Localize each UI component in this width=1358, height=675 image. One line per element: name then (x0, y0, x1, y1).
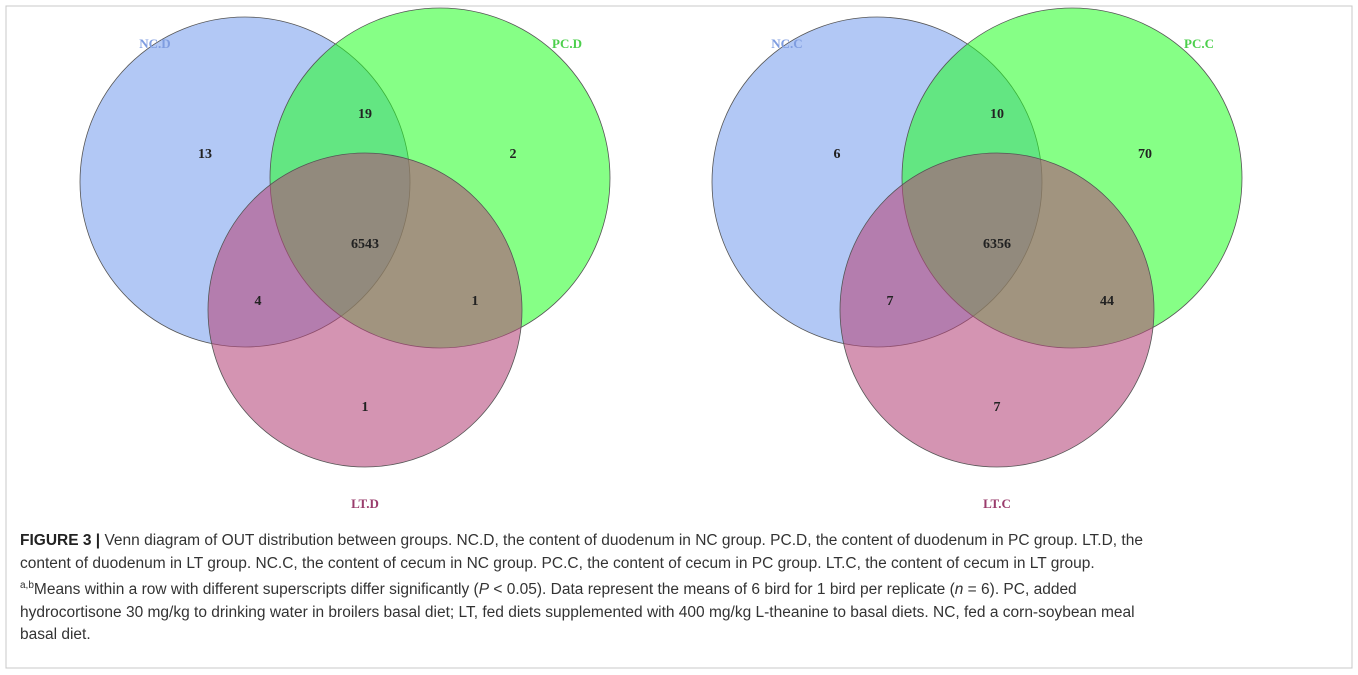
caption-text: Means within a row with different supers… (33, 581, 479, 599)
venn-circle (207, 152, 523, 468)
set-label: NC.C (771, 36, 802, 51)
set-label: PC.D (552, 36, 582, 51)
region-count: 2 (510, 147, 517, 162)
region-count: 10 (990, 107, 1004, 122)
region-count: 13 (198, 147, 212, 162)
region-count: 7 (887, 294, 894, 309)
region-count: 44 (1100, 294, 1114, 309)
region-count: 6356 (983, 237, 1011, 252)
caption-text: Venn diagram of OUT distribution between… (100, 532, 1143, 549)
region-count: 1 (362, 400, 369, 415)
figure-border (5, 5, 1353, 669)
set-label: PC.C (1184, 36, 1214, 51)
caption-text: = 6). PC, added (963, 581, 1077, 599)
caption-italic: n (954, 581, 964, 599)
caption-text: content of duodenum in LT group. NC.C, t… (20, 554, 1095, 572)
caption-text: < 0.05). Data represent the means of 6 b… (489, 581, 955, 599)
set-label: LT.D (351, 496, 379, 511)
caption-italic: P (478, 581, 490, 599)
caption-text: basal diet. (20, 626, 91, 644)
caption: FIGURE 3 | Venn diagram of OUT distribut… (20, 530, 1340, 647)
region-count: 7 (994, 400, 1001, 415)
caption-label: FIGURE 3 | (20, 532, 101, 549)
region-count: 6 (834, 147, 841, 162)
set-label: LT.C (983, 496, 1011, 511)
region-count: 19 (358, 107, 372, 122)
region-count: 6543 (351, 237, 379, 252)
region-count: 1 (472, 294, 479, 309)
region-count: 70 (1138, 147, 1152, 162)
caption-text: hydrocortisone 30 mg/kg to drinking wate… (20, 603, 1135, 621)
region-count: 4 (255, 294, 262, 309)
set-label: NC.D (139, 36, 170, 51)
caption-superscript: a,b (20, 580, 34, 591)
venn-circle (839, 152, 1155, 468)
